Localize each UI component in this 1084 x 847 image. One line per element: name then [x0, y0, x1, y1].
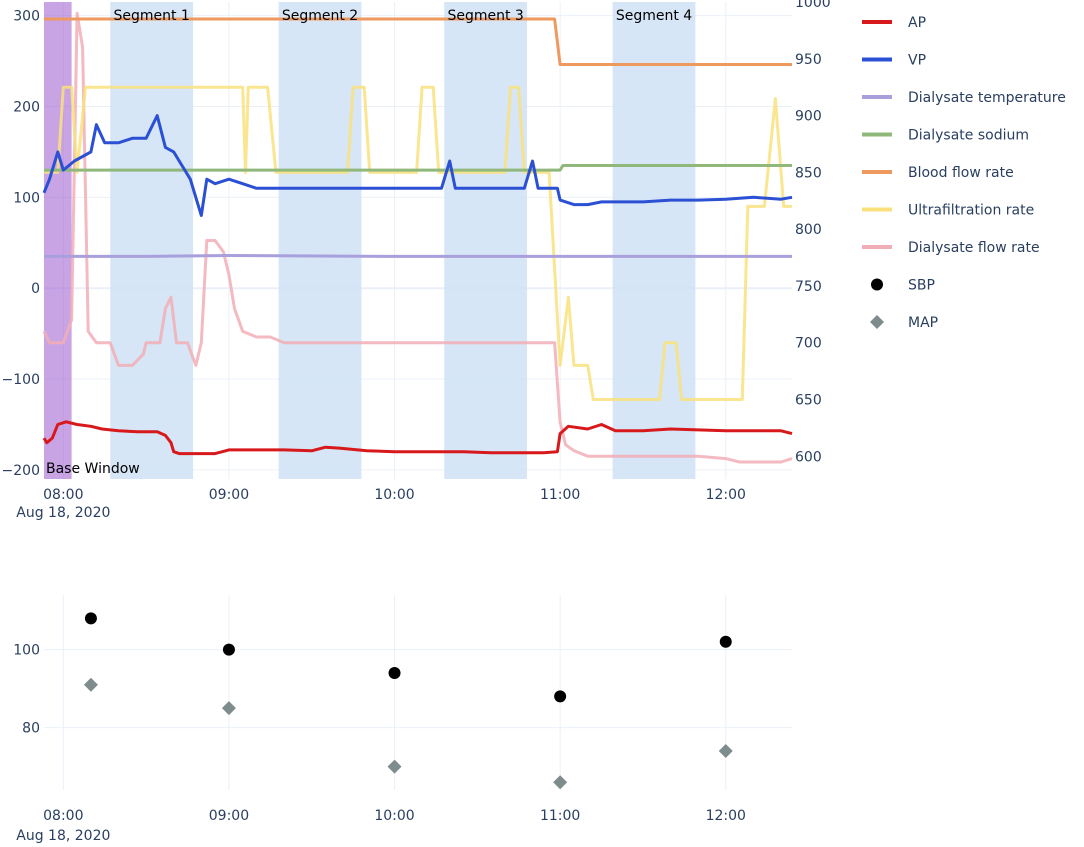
left-tick-label: 200: [13, 99, 40, 115]
series-dialysate-flow-rate: [42, 11, 793, 464]
right-tick-label: 800: [795, 222, 822, 238]
segment-band: [444, 2, 528, 479]
y-tick-label: 100: [13, 643, 40, 659]
x-tick-label: 12:00: [706, 487, 746, 503]
right-y-axis: 1000 950 900 850 800 750 700 650 600: [795, 0, 831, 465]
left-tick-label: 100: [13, 190, 40, 206]
point-sbp: [554, 690, 567, 703]
left-tick-label: 300: [13, 9, 40, 25]
point-map: [387, 759, 402, 774]
right-tick-label: 600: [795, 449, 822, 465]
point-sbp: [84, 612, 97, 625]
segment-band: [278, 2, 362, 479]
x-axis: 08:00 09:00 10:00 11:00 12:00 Aug 18, 2020: [16, 808, 746, 844]
point-sbp: [388, 667, 401, 679]
scatter-points: [83, 612, 733, 790]
legend-swatch-map: [870, 315, 884, 329]
legend-label-blood-flow-rate: Blood flow rate: [908, 165, 1014, 181]
right-tick-label: 900: [795, 109, 822, 125]
x-tick-label: 08:00: [43, 808, 83, 824]
point-sbp: [222, 643, 235, 656]
segment-label: Segment 1: [113, 8, 189, 24]
base-window-label: Base Window: [46, 461, 140, 477]
x-axis: 08:00 09:00 10:00 11:00 12:00 Aug 18, 2020: [16, 487, 746, 521]
x-tick-label: 10:00: [374, 487, 414, 503]
x-tick-label: 09:00: [209, 487, 249, 503]
x-tick-label: 09:00: [209, 808, 249, 824]
legend-label-dialysate-sodium: Dialysate sodium: [908, 128, 1029, 144]
y-tick-label: 80: [22, 721, 40, 737]
legend-label-vp: VP: [908, 53, 926, 69]
series-dialysate-sodium: [44, 164, 792, 172]
point-sbp: [719, 635, 732, 648]
x-date-label: Aug 18, 2020: [16, 505, 110, 521]
y-axis: 100 80: [13, 643, 40, 737]
legend-label-dialysate-flow-rate: Dialysate flow rate: [908, 240, 1040, 256]
point-map: [718, 744, 733, 758]
left-tick-label: 0: [31, 281, 40, 297]
base-window-band: [44, 2, 72, 479]
segment-band: [612, 2, 696, 479]
segment-label: Segment 4: [616, 8, 692, 24]
legend-label-ultrafiltration-rate: Ultrafiltration rate: [908, 203, 1034, 219]
right-tick-label: 950: [795, 52, 822, 68]
right-tick-label: 750: [795, 279, 822, 295]
segment-label: Segment 2: [282, 8, 358, 24]
band-labels: Segment 1 Segment 2 Segment 3 Segment 4 Base…: [46, 8, 692, 477]
series-blood-flow-rate: [44, 17, 792, 66]
legend: AP VP Dialysate temperature Dialysate sodiu…: [862, 15, 1066, 331]
x-tick-label: 11:00: [540, 808, 580, 824]
x-tick-label: 08:00: [43, 487, 83, 503]
legend-label-map: MAP: [908, 315, 938, 331]
segment-label: Segment 3: [447, 8, 523, 24]
right-tick-label: 700: [795, 336, 822, 352]
left-tick-label: −200: [2, 463, 40, 479]
point-map: [553, 775, 568, 790]
legend-label-dialysate-temperature: Dialysate temperature: [908, 90, 1066, 106]
top-chart: Segment 1 Segment 2 Segment 3 Segment 4 Base…: [2, 0, 831, 521]
bottom-chart: 100 80 08:00 09:00 10:00 11:00 12:00 Aug 18, 2…: [13, 595, 792, 844]
series-dialysate-temperature: [44, 254, 792, 258]
left-y-axis: 300 200 100 0 −100 −200: [2, 9, 40, 479]
right-tick-label: 650: [795, 393, 822, 409]
series-vp: [42, 114, 793, 217]
segment-band: [110, 2, 194, 479]
legend-label-sbp: SBP: [908, 278, 935, 294]
right-tick-label: 1000: [795, 0, 831, 11]
x-tick-label: 10:00: [374, 808, 414, 824]
x-tick-label: 11:00: [540, 487, 580, 503]
legend-label-ap: AP: [908, 15, 926, 31]
point-map: [83, 677, 98, 692]
right-tick-label: 850: [795, 165, 822, 181]
legend-swatch-sbp: [871, 278, 883, 291]
series-lines: [42, 11, 793, 464]
grid: [44, 595, 792, 790]
left-tick-label: −100: [2, 372, 40, 388]
x-date-label: Aug 18, 2020: [16, 828, 110, 844]
series-ap: [42, 420, 793, 456]
point-map: [221, 701, 236, 716]
x-tick-label: 12:00: [706, 808, 746, 824]
series-ultrafiltration-rate: [44, 85, 792, 401]
